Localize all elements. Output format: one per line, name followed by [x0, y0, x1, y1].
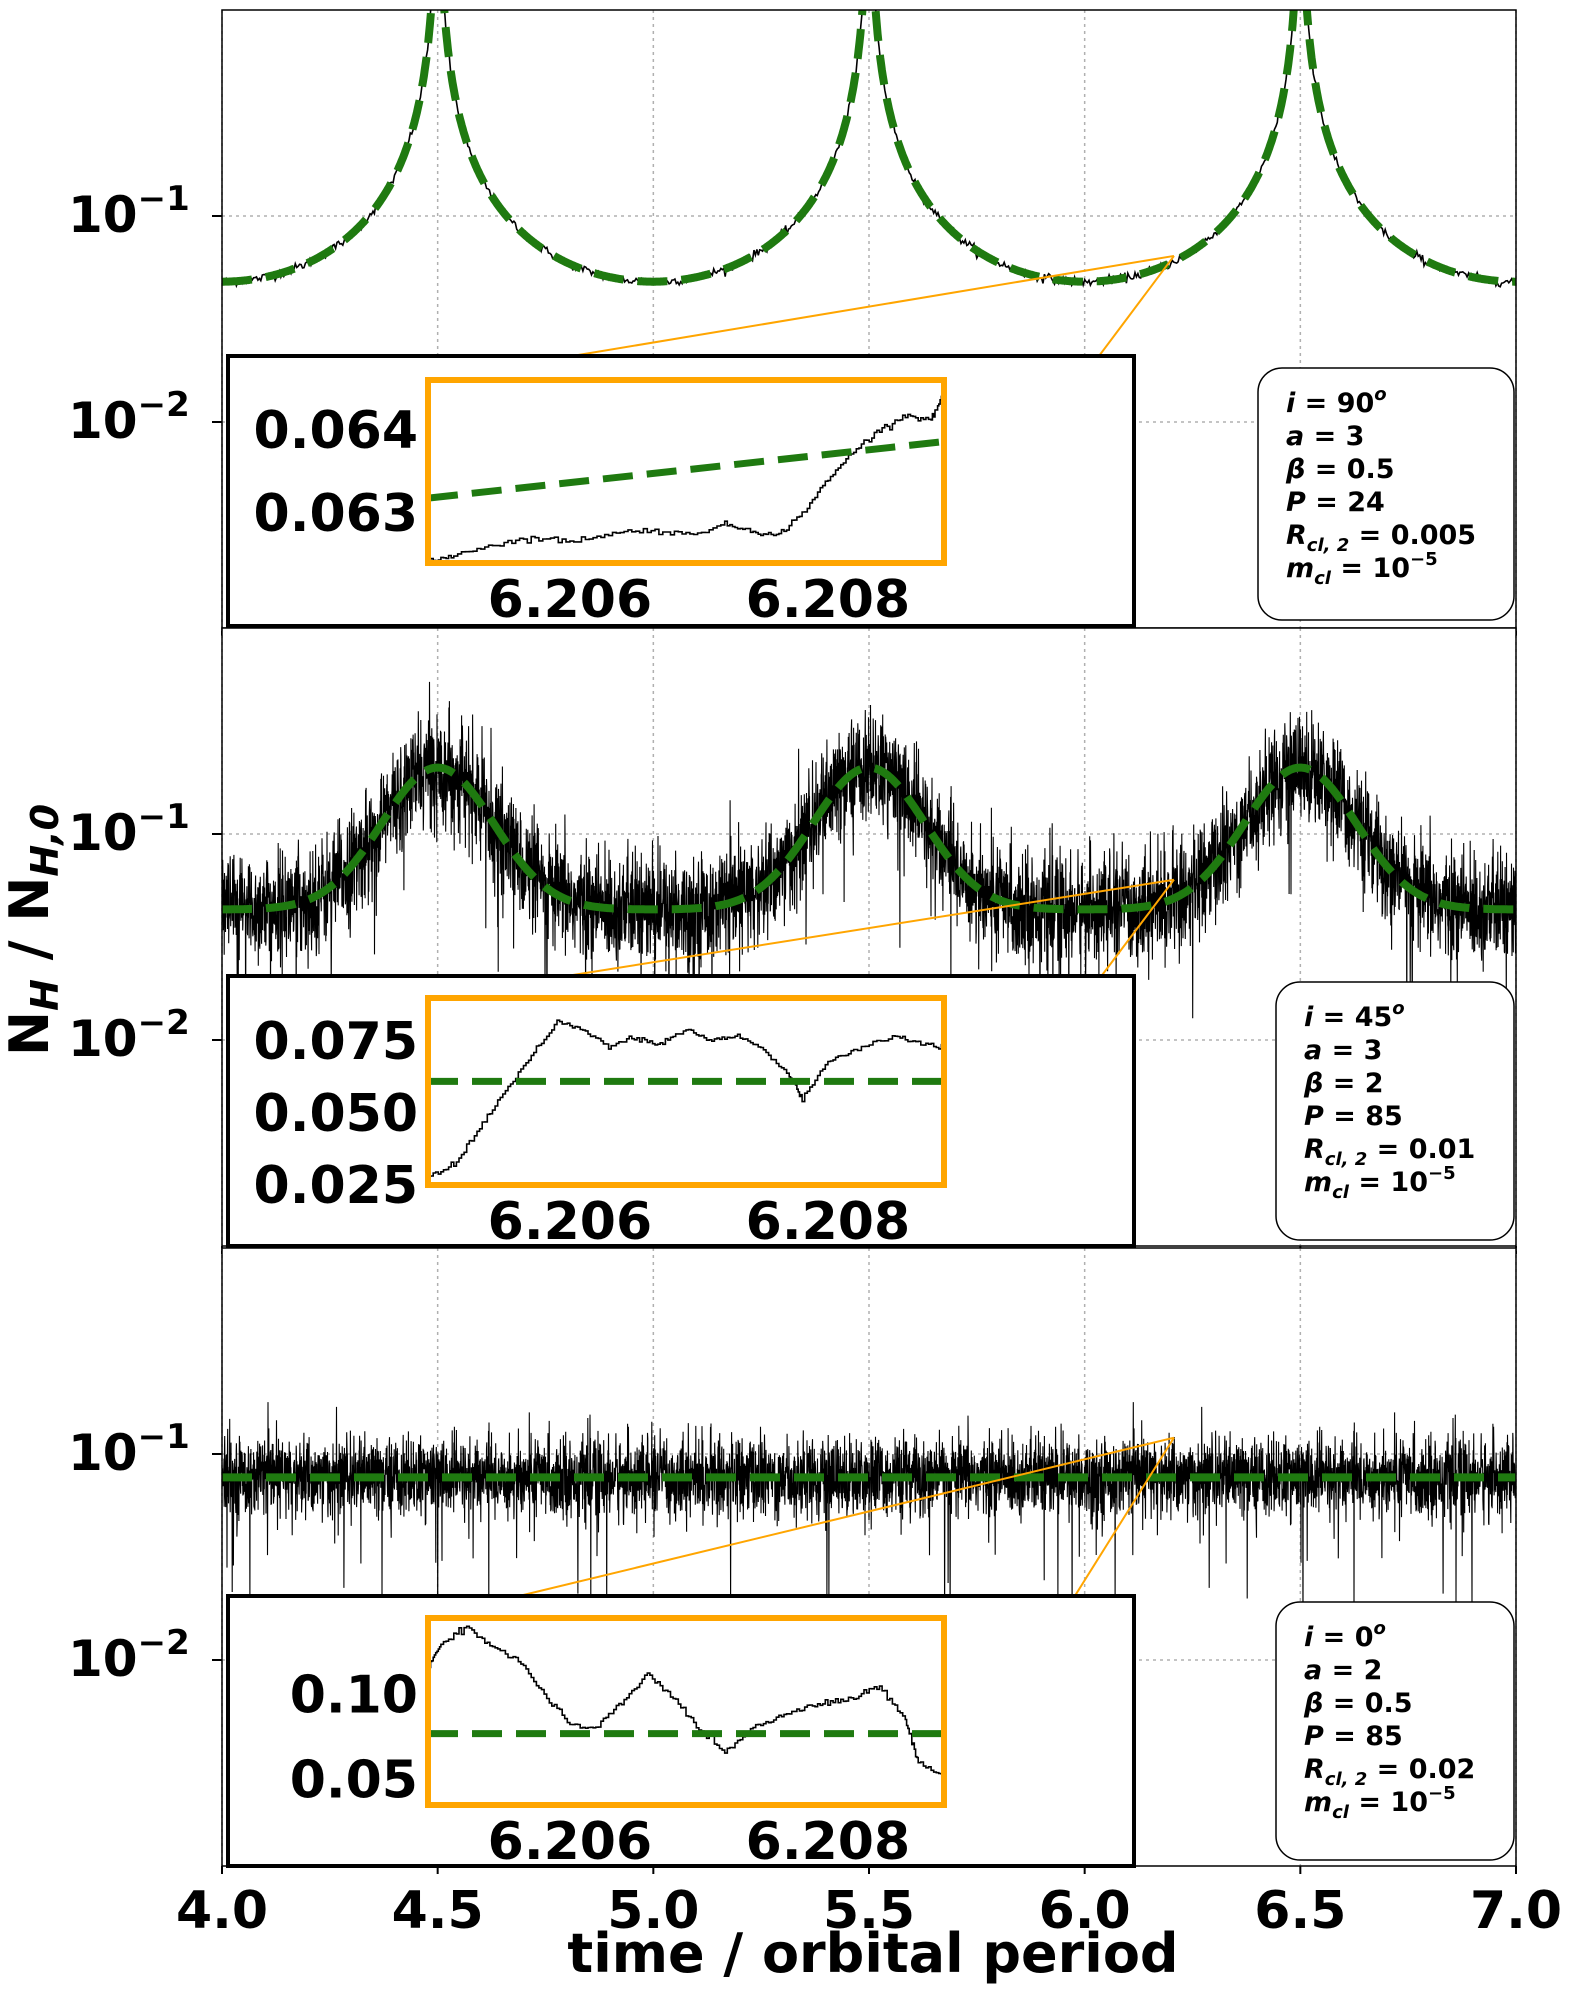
- inset-plot-background: [428, 380, 944, 563]
- inset-data-series: [428, 1019, 944, 1177]
- inset-x-tick-label: 6.208: [746, 1192, 910, 1252]
- y-axis-label: NH / NH,0: [0, 804, 67, 1056]
- inset-x-tick-label: 6.208: [746, 570, 910, 630]
- y-tick-label: 10−2: [68, 385, 190, 450]
- parameter-label: β = 0.5: [1285, 454, 1395, 485]
- parameter-box: [1275, 981, 1515, 1241]
- inset-x-tick-label: 6.206: [488, 570, 652, 630]
- parameter-label: P = 24: [1286, 487, 1385, 518]
- x-axis-label: time / orbital period: [567, 1922, 1178, 1985]
- inset-data-series: [428, 1625, 944, 1775]
- x-tick-label: 6.5: [1254, 1881, 1346, 1941]
- x-tick-label: 6.0: [1039, 1881, 1131, 1941]
- parameter-label: i = 45o: [1304, 998, 1405, 1033]
- inset-zoom-frame: [425, 995, 947, 1188]
- parameter-label: mcl = 10−5: [1304, 1783, 1456, 1823]
- panel-2: 10−1 10−2 6.206 6.208 0.075 0.050 0.025 i = 45o…: [68, 627, 1517, 1254]
- parameter-label: mcl = 10−5: [1286, 549, 1438, 589]
- x-tick-label: 7.0: [1470, 1881, 1562, 1941]
- inset-plot: [428, 395, 944, 563]
- parameter-label: β = 2: [1303, 1068, 1384, 1099]
- inset-x-tick-label: 6.206: [488, 1812, 652, 1872]
- parameter-label: i = 0o: [1304, 1618, 1386, 1653]
- inset-y-tick-label: 0.075: [254, 1012, 418, 1072]
- x-tick-label: 4.5: [392, 1881, 484, 1941]
- inset-data-series: [428, 395, 944, 563]
- parameter-label: a = 2: [1304, 1655, 1382, 1686]
- parameter-box: [1257, 367, 1515, 621]
- parameter-label: P = 85: [1304, 1721, 1403, 1752]
- parameter-label: a = 3: [1304, 1035, 1382, 1066]
- y-tick-label: 10−1: [68, 179, 190, 244]
- parameter-label: i = 90o: [1286, 384, 1387, 419]
- x-tick-label: 5.5: [823, 1881, 915, 1941]
- inset-x-tick-label: 6.206: [488, 1192, 652, 1252]
- inset-y-tick-label: 0.063: [254, 484, 418, 544]
- panel-3: 10−1 10−2 6.206 6.208 0.10 0.05 i = 0oa = 2β =…: [68, 1247, 1517, 1874]
- inset-plot: [428, 1625, 944, 1775]
- inset-y-tick-label: 0.05: [290, 1751, 418, 1811]
- parameter-box: [1275, 1601, 1515, 1861]
- x-tick-label: 4.0: [176, 1881, 268, 1941]
- y-tick-label: 10−2: [68, 1003, 190, 1068]
- y-tick-label: 10−1: [68, 797, 190, 862]
- inset-y-tick-label: 0.064: [254, 401, 418, 461]
- plot-area: [222, 1402, 1516, 1638]
- inset-y-tick-label: 0.025: [254, 1156, 418, 1216]
- inset-zoom-frame: [425, 1615, 947, 1808]
- y-tick-label: 10−1: [68, 1417, 190, 1482]
- parameter-label: P = 85: [1304, 1101, 1403, 1132]
- data-series: [222, 1402, 1516, 1638]
- model-curve: [222, 763, 1516, 914]
- parameter-label: Rcl, 2 = 0.01: [1304, 1134, 1475, 1170]
- inset-y-tick-label: 0.050: [254, 1084, 418, 1144]
- inset-plot: [428, 1019, 944, 1177]
- parameter-label: Rcl, 2 = 0.005: [1286, 520, 1476, 556]
- inset-y-tick-label: 0.10: [290, 1666, 418, 1726]
- x-tick-label: 5.0: [607, 1881, 699, 1941]
- inset-x-tick-label: 6.208: [746, 1812, 910, 1872]
- plot-area: [222, 681, 1516, 1057]
- parameter-label: a = 3: [1286, 421, 1364, 452]
- parameter-label: Rcl, 2 = 0.02: [1304, 1754, 1475, 1790]
- zoom-connector: [427, 1436, 1175, 1619]
- inset-zoom-frame: [425, 377, 947, 566]
- parameter-label: mcl = 10−5: [1304, 1163, 1456, 1203]
- parameter-label: β = 0.5: [1303, 1688, 1413, 1719]
- y-tick-label: 10−2: [68, 1623, 190, 1688]
